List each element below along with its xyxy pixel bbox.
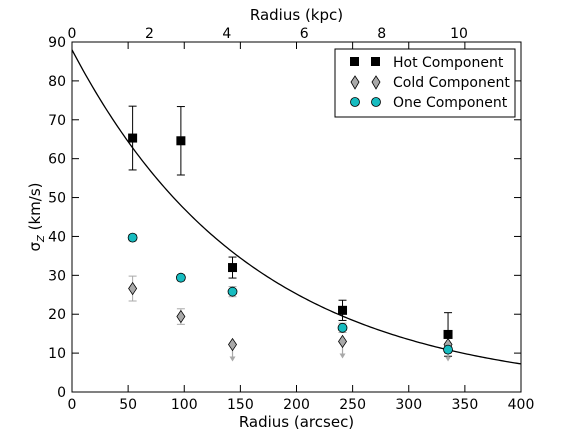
hot-component-point xyxy=(128,133,138,143)
y-tick-label: 40 xyxy=(48,229,66,245)
y-tick-label: 30 xyxy=(48,268,66,284)
top-x-tick-label: 2 xyxy=(145,26,154,42)
legend-one-marker-1 xyxy=(350,97,360,107)
one-component-point xyxy=(443,344,453,355)
y-tick-label: 20 xyxy=(48,307,66,323)
top-x-tick-label: 4 xyxy=(222,26,231,42)
top-x-tick-label: 0 xyxy=(68,26,77,42)
legend-box xyxy=(334,48,516,118)
hot-component-point xyxy=(443,329,453,339)
top-x-axis-title: Radius (kpc) xyxy=(250,6,343,24)
y-tick-label: 60 xyxy=(48,152,66,168)
cold-component-upper-limit-arrow xyxy=(445,356,452,362)
legend: Hot Component Cold Component One Compone… xyxy=(334,48,516,118)
hot-component-point xyxy=(228,263,238,273)
x-axis-title: Radius (arcsec) xyxy=(239,413,354,431)
x-tick-label: 200 xyxy=(283,397,310,413)
top-x-tick-label: 10 xyxy=(450,26,468,42)
legend-one-marker-2 xyxy=(371,97,381,107)
y-tick-label: 90 xyxy=(48,35,66,51)
cold-component-upper-limit-arrow xyxy=(229,356,236,362)
y-axis-title: σZ (km/s) xyxy=(26,182,47,251)
y-tick-label: 50 xyxy=(48,191,66,207)
bottom-x-axis: 0 50 100 150 200 250 300 350 400 xyxy=(68,42,535,413)
cold-component-point xyxy=(176,309,186,324)
one-component-point xyxy=(127,232,138,243)
legend-hot-label: Hot Component xyxy=(393,55,504,71)
cold-component-point xyxy=(338,334,348,349)
legend-cold-marker-2 xyxy=(371,75,381,90)
legend-hot-marker-2 xyxy=(371,57,380,66)
legend-cold-label: Cold Component xyxy=(393,75,510,91)
one-component-point xyxy=(227,286,238,297)
x-tick-label: 150 xyxy=(227,397,254,413)
x-tick-label: 100 xyxy=(171,397,198,413)
one-component-point xyxy=(337,322,348,333)
one-component-point xyxy=(175,272,186,283)
top-x-tick-label: 6 xyxy=(300,26,309,42)
x-tick-label: 400 xyxy=(508,397,535,413)
legend-hot-marker-1 xyxy=(350,57,359,66)
legend-cold-marker-1 xyxy=(350,75,360,90)
y-axis-title-symbol: σ xyxy=(26,242,44,252)
y-axis-title-unit: (km/s) xyxy=(26,182,44,235)
y-tick-label: 70 xyxy=(48,113,66,129)
y-tick-label: 80 xyxy=(48,74,66,90)
x-tick-label: 50 xyxy=(119,397,137,413)
data-points-layer xyxy=(127,105,453,362)
cold-component-point xyxy=(128,281,138,296)
legend-one-label: One Component xyxy=(393,95,508,111)
y-tick-label: 10 xyxy=(48,346,66,362)
x-tick-label: 0 xyxy=(68,397,77,413)
top-x-axis: 0 2 4 6 8 10 xyxy=(68,26,468,42)
cold-component-point xyxy=(228,337,237,352)
x-tick-label: 300 xyxy=(395,397,422,413)
left-y-axis: 0 10 20 30 40 50 60 70 80 90 xyxy=(48,35,521,401)
top-x-tick-label: 8 xyxy=(377,26,386,42)
y-axis-title-subscript: Z xyxy=(36,234,47,243)
hot-component-point xyxy=(176,136,186,146)
y-tick-label: 0 xyxy=(57,385,66,401)
cold-component-upper-limit-arrow xyxy=(339,353,346,359)
hot-component-point xyxy=(338,305,348,315)
x-tick-label: 250 xyxy=(339,397,366,413)
x-tick-label: 350 xyxy=(452,397,479,413)
